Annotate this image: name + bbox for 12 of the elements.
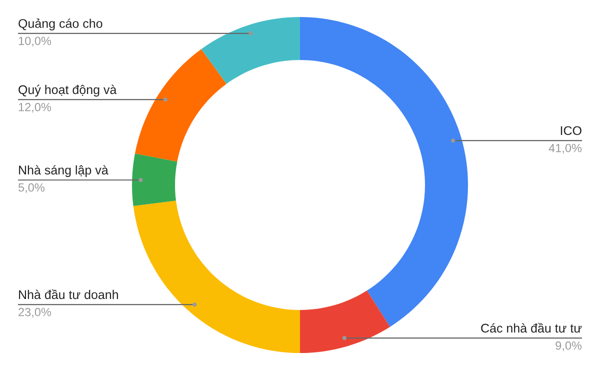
data-label: 23,0% (18, 308, 52, 318)
slice-label: Nhà sáng lập và (19, 165, 108, 177)
slice-label: Các nhà đầu tư tư (481, 322, 582, 333)
slice-label: Quý hoạt động và (18, 84, 117, 97)
data-label: 10,0% (18, 36, 52, 46)
data-label: 5,0% (18, 183, 44, 194)
slice-label: Quảng cáo cho (18, 18, 102, 30)
data-label: 41,0% (548, 144, 582, 154)
slice-label: Nhà đầu tư doanh (19, 289, 118, 300)
data-label: 12,0% (18, 102, 52, 113)
slice-label: ICO (560, 126, 582, 136)
data-label: 9,0% (556, 341, 582, 352)
